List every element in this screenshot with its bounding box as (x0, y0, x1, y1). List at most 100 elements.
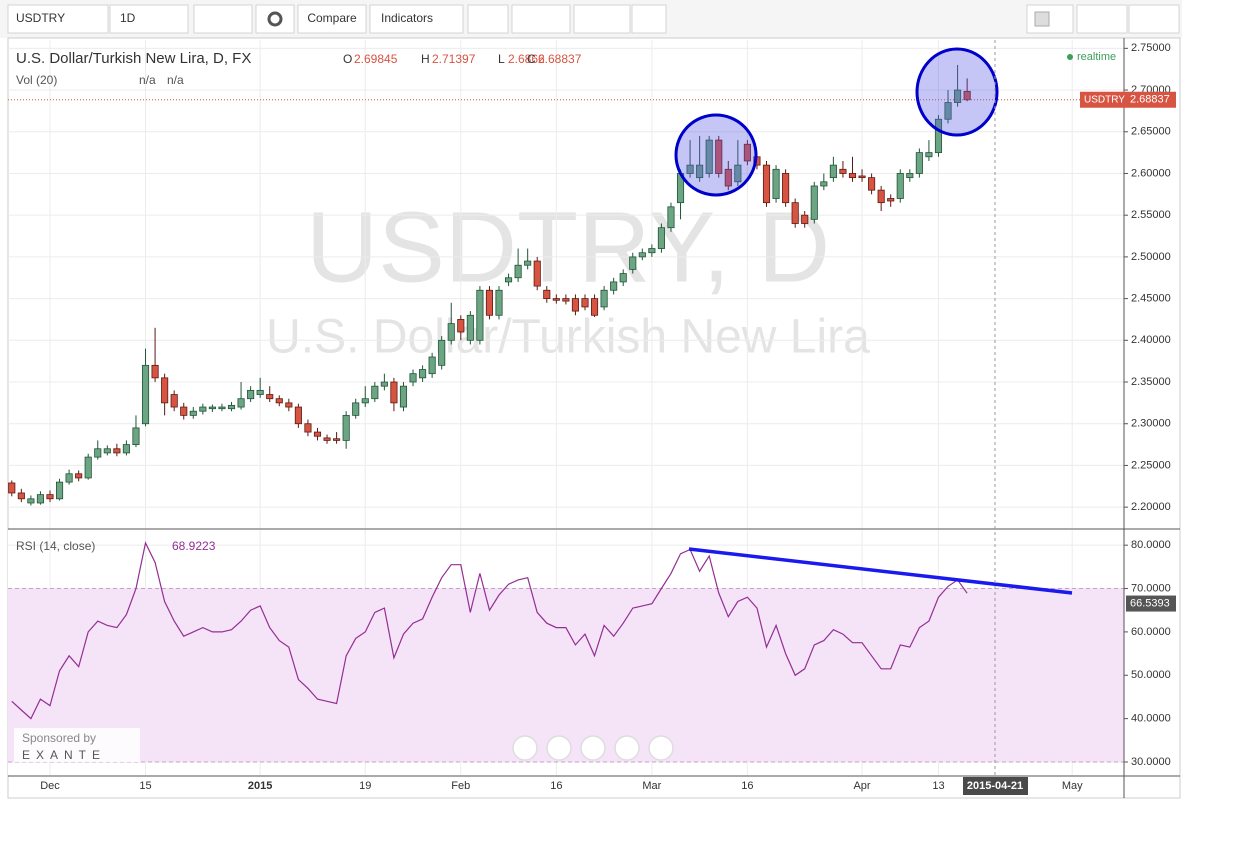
load-button[interactable] (1076, 4, 1128, 34)
candle-body (380, 381, 388, 387)
candle-body (734, 164, 742, 183)
candle-body (514, 264, 522, 279)
highlight-circle[interactable] (915, 47, 999, 137)
save-button[interactable] (1128, 4, 1180, 34)
candle-body (218, 406, 226, 410)
settings-button[interactable] (255, 4, 295, 34)
y-tick-label: 2.45000 (1131, 293, 1171, 305)
candle-body (180, 406, 188, 416)
rsi-title: RSI (14, close) (16, 539, 95, 553)
zoom-in[interactable] (614, 735, 640, 761)
candle-body (524, 260, 532, 266)
candle-body (877, 189, 885, 204)
scroll-right[interactable] (648, 735, 674, 761)
color-button[interactable] (1026, 4, 1074, 34)
candle-body (934, 118, 943, 154)
x-tick-label: Feb (451, 780, 470, 792)
volume-value: n/a (167, 73, 184, 87)
candle-body (772, 168, 780, 199)
sponsor-brand: EXANTE (22, 748, 106, 762)
candle-body (868, 177, 876, 191)
candle-body (189, 410, 197, 416)
candle-body (65, 473, 73, 483)
interval-box[interactable] (109, 4, 189, 34)
candle-body (915, 152, 923, 174)
x-tick-label: May (1062, 780, 1083, 792)
highlight-circle[interactable] (674, 113, 758, 197)
y-tick-label: 30.0000 (1131, 756, 1171, 768)
ohlc-key: L (498, 52, 505, 66)
watermark: USDTRY, D (306, 191, 830, 303)
candle-body (590, 298, 599, 316)
y-tick-label: 2.20000 (1131, 501, 1171, 513)
candle-body (8, 482, 16, 494)
price-label-symbol: USDTRY (1084, 94, 1125, 105)
candle-body (428, 356, 436, 375)
candle-body (667, 206, 675, 229)
sponsor-box[interactable] (14, 728, 140, 762)
ohlc-value: 2.69845 (354, 52, 398, 66)
undo-redo[interactable] (573, 4, 631, 34)
zoom-out[interactable] (546, 735, 572, 761)
candle-body (17, 492, 25, 500)
chart-type-button[interactable] (193, 4, 253, 34)
candle-body (237, 398, 245, 408)
status: realtime (1077, 51, 1116, 63)
gear-icon (267, 11, 283, 27)
reset[interactable] (580, 735, 606, 761)
compare-button[interactable] (297, 4, 367, 34)
candle-body (638, 252, 646, 258)
candle-body (55, 481, 64, 500)
y-tick-label: 2.40000 (1131, 334, 1171, 346)
candle-body (485, 289, 494, 316)
candle-body (27, 498, 35, 504)
candle-body (103, 448, 111, 454)
candle-body (94, 448, 102, 458)
compare-label: Compare (307, 11, 357, 25)
candle-body (75, 473, 83, 479)
candle-body (810, 185, 818, 220)
y-tick-label: 50.0000 (1131, 669, 1171, 681)
scroll-left[interactable] (512, 735, 538, 761)
candle-body (275, 398, 283, 404)
candle-body (447, 323, 455, 341)
x-tick-label: 2015 (248, 780, 272, 792)
candle-body (571, 298, 579, 312)
fullscreen-button[interactable] (631, 4, 667, 34)
y-tick-label: 40.0000 (1131, 713, 1171, 725)
candle-body (801, 214, 809, 224)
y-tick-label: 2.25000 (1131, 459, 1171, 471)
candle-body (944, 102, 952, 120)
symbol: USDTRY (16, 11, 65, 25)
y-tick-label: 2.50000 (1131, 251, 1171, 263)
candle-body (161, 377, 169, 404)
candle-body (342, 414, 350, 441)
rsi-marker: 66.5393 (1130, 597, 1170, 609)
candle-body (543, 289, 551, 299)
candle-body (323, 437, 331, 441)
candle-body (562, 298, 570, 302)
crosshair-label: 2015-04-21 (967, 780, 1023, 792)
candle-body (36, 494, 44, 504)
trend-line[interactable] (688, 547, 1073, 595)
candle-body (141, 364, 150, 425)
candle-body (696, 164, 704, 179)
ohlc-key: H (421, 52, 430, 66)
symbol-box[interactable] (7, 4, 109, 34)
x-tick-label: 13 (932, 780, 944, 792)
x-tick-label: 16 (741, 780, 753, 792)
y-tick-label: 2.55000 (1131, 209, 1171, 221)
idea-button[interactable] (511, 4, 571, 34)
x-tick-label: 19 (359, 780, 371, 792)
alert-button[interactable] (467, 4, 509, 34)
candle-body (848, 173, 857, 179)
y-tick-label: 2.30000 (1131, 418, 1171, 430)
candle-body (762, 164, 771, 204)
candle-body (466, 314, 474, 341)
interval: 1D (120, 11, 136, 25)
indicators-button[interactable] (369, 4, 464, 34)
rsi-line (11, 541, 968, 720)
rsi-marker-box (1126, 595, 1176, 612)
price-label: 2.68837 (1130, 94, 1170, 106)
